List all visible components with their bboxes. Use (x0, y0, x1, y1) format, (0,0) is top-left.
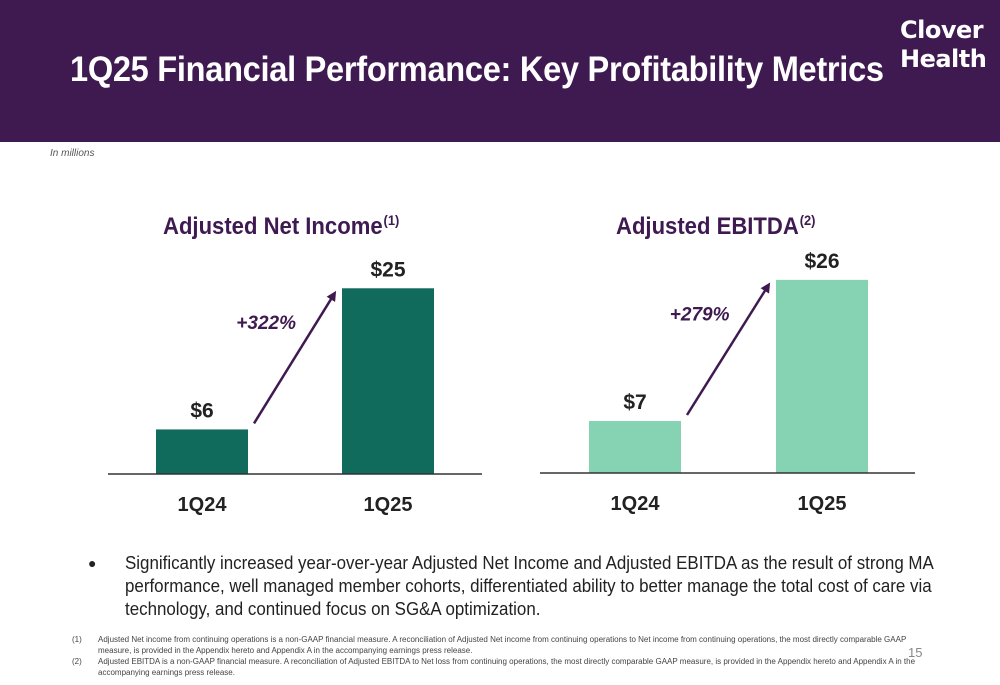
logo-line-1: Clover (900, 16, 984, 44)
data-label-1q24: $7 (623, 391, 646, 414)
chart-title-adjusted-net-income: Adjusted Net Income(1) (163, 212, 399, 241)
header-banner: 1Q25 Financial Performance: Key Profitab… (0, 0, 1000, 142)
bar-1q25 (776, 279, 868, 473)
footnotes: (1) Adjusted Net income from continuing … (72, 634, 932, 678)
bullet-text: Significantly increased year-over-year A… (125, 553, 933, 619)
chart-title-footnote-ref: (2) (799, 212, 816, 228)
page-number: 15 (908, 645, 923, 660)
footnote-text: Adjusted EBITDA is a non-GAAP financial … (98, 657, 916, 677)
tick-label-1q24: 1Q24 (611, 493, 661, 515)
footnote-number: (2) (72, 657, 82, 666)
growth-label: +322% (236, 313, 296, 334)
growth-arrow (685, 282, 771, 416)
clover-health-logo: Clover Health (900, 16, 987, 74)
footnote-number: (1) (72, 635, 82, 644)
bar-1q25 (342, 288, 434, 474)
tick-label-1q24: 1Q24 (178, 494, 228, 516)
footnote-2: (2) Adjusted EBITDA is a non-GAAP financ… (72, 656, 932, 678)
growth-arrow (252, 290, 337, 425)
bar-1q24 (156, 429, 248, 474)
chart-title-text: Adjusted Net Income (163, 213, 383, 240)
data-label-1q24: $6 (190, 399, 213, 422)
growth-label: +279% (670, 304, 730, 325)
data-label-1q25: $25 (370, 258, 405, 281)
data-label-1q25: $26 (804, 250, 839, 273)
chart-title-footnote-ref: (1) (383, 212, 400, 228)
page-title: 1Q25 Financial Performance: Key Profitab… (70, 50, 884, 89)
bar-1q24 (589, 421, 681, 473)
bullet-dot: ● (88, 555, 97, 571)
tick-label-1q25: 1Q25 (798, 493, 847, 515)
tick-label-1q25: 1Q25 (364, 494, 413, 516)
units-note: In millions (50, 148, 95, 159)
chart-title-adjusted-ebitda: Adjusted EBITDA(2) (616, 212, 815, 241)
footnote-text: Adjusted Net income from continuing oper… (98, 635, 907, 655)
logo-line-2: Health (900, 45, 987, 73)
footnote-1: (1) Adjusted Net income from continuing … (72, 634, 932, 656)
summary-bullet: ● Significantly increased year-over-year… (88, 552, 948, 621)
chart-title-text: Adjusted EBITDA (616, 213, 799, 240)
